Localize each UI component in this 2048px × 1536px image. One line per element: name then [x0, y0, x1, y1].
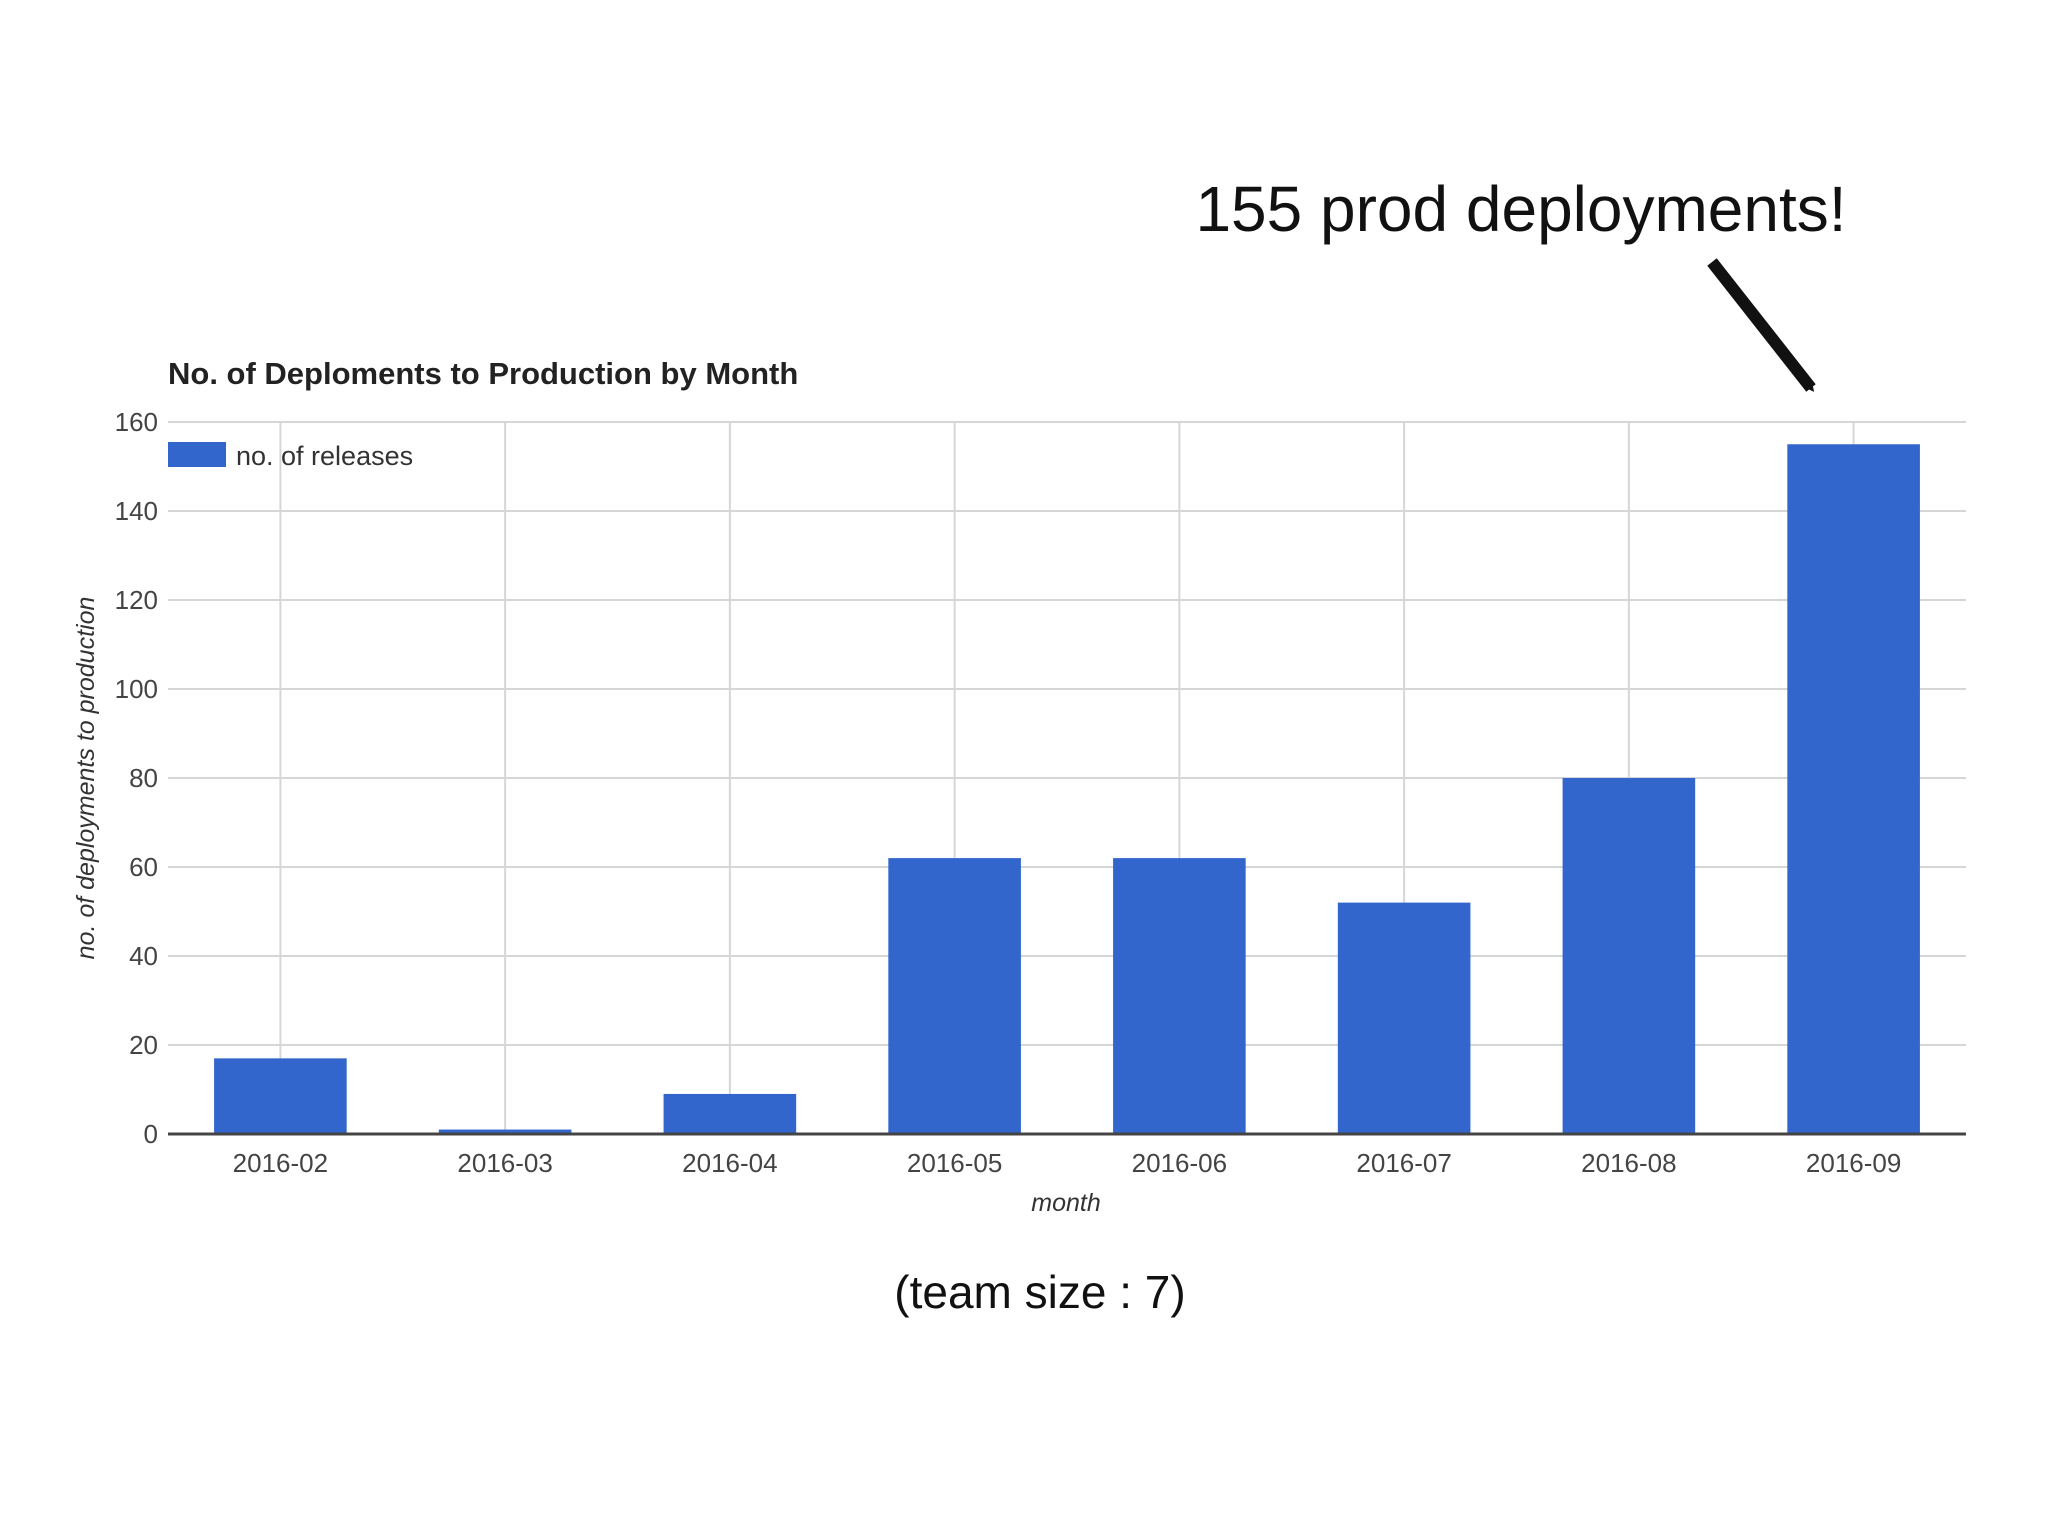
bar-2016-06	[1113, 858, 1246, 1134]
chart-gridlines	[168, 421, 1966, 1134]
y-tick-label: 0	[144, 1119, 158, 1149]
x-tick-label: 2016-06	[1132, 1148, 1227, 1178]
y-tick-label: 80	[129, 763, 158, 793]
y-tick-label: 40	[129, 941, 158, 971]
annotation-text: 155 prod deployments!	[1195, 173, 1846, 245]
y-tick-label: 140	[115, 496, 158, 526]
caption-text: (team size : 7)	[894, 1266, 1185, 1318]
y-axis-title: no. of deployments to production	[72, 597, 100, 960]
bar-2016-09	[1787, 444, 1920, 1134]
y-tick-label: 100	[115, 674, 158, 704]
bar-2016-05	[888, 858, 1021, 1134]
x-tick-label: 2016-08	[1581, 1148, 1676, 1178]
annotation-arrow	[1707, 258, 1816, 392]
chart-axes: 0 20 40 60 80 100 120 140 160 2016-02 2016-03 2016-…	[115, 407, 1966, 1178]
bar-2016-02	[214, 1058, 347, 1134]
x-axis-title: month	[1031, 1189, 1100, 1217]
x-tick-label: 2016-03	[457, 1148, 552, 1178]
x-tick-label: 2016-05	[907, 1148, 1002, 1178]
legend-label: no. of releases	[236, 441, 413, 471]
x-tick-label: 2016-07	[1356, 1148, 1451, 1178]
chart-bars	[214, 444, 1920, 1134]
y-tick-label: 120	[115, 585, 158, 615]
bar-2016-08	[1562, 778, 1696, 1134]
x-tick-label: 2016-09	[1806, 1148, 1901, 1178]
y-tick-label: 160	[115, 407, 158, 437]
x-tick-label: 2016-04	[682, 1148, 777, 1178]
legend-swatch	[168, 442, 226, 467]
chart-title: No. of Deploments to Production by Month	[168, 356, 798, 391]
y-tick-label: 20	[129, 1030, 158, 1060]
bar-2016-07	[1337, 902, 1471, 1134]
bar-2016-03	[438, 1129, 572, 1134]
bar-2016-04	[663, 1093, 797, 1134]
x-tick-label: 2016-02	[233, 1148, 328, 1178]
y-tick-label: 60	[129, 852, 158, 882]
chart-legend: no. of releases	[168, 441, 413, 471]
